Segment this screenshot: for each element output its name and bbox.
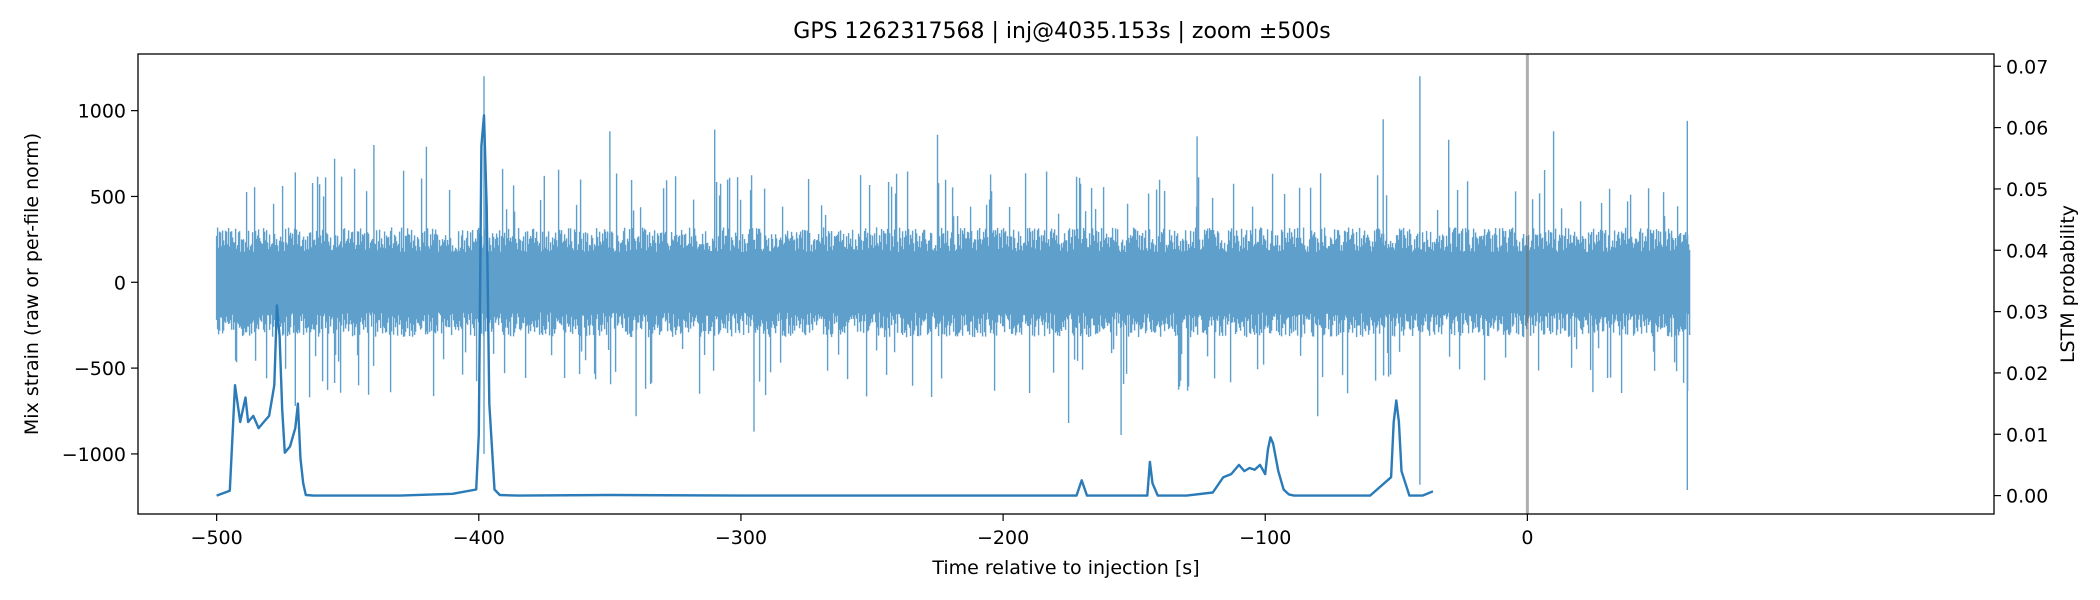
lstm-probability-series [216, 114, 1434, 497]
probability-line [216, 114, 1434, 497]
x-tick-label: −100 [1239, 527, 1291, 549]
plot-frame [137, 53, 1995, 515]
y-right-tick-label: 0.04 [2006, 240, 2048, 262]
y-axis-right-label: LSTM probability [2057, 205, 2079, 363]
strain-line [215, 76, 1691, 490]
y-right-tick-label: 0.02 [2006, 363, 2048, 385]
y-right-tick-label: 0.00 [2006, 486, 2048, 508]
y-right-tick-label: 0.05 [2006, 179, 2048, 201]
y-left-tick-label: −500 [74, 358, 126, 380]
chart-title: GPS 1262317568 | inj@4035.153s | zoom ±5… [793, 19, 1330, 44]
strain-series [215, 76, 1691, 490]
x-axis-label: Time relative to injection [s] [931, 557, 1199, 579]
x-tick-label: 0 [1521, 527, 1533, 549]
y-left-tick-label: −1000 [62, 444, 126, 466]
y-right-tick-label: 0.01 [2006, 424, 2048, 446]
y-left-tick-label: 0 [114, 272, 126, 294]
x-tick-label: −200 [977, 527, 1029, 549]
x-tick-label: −300 [715, 527, 767, 549]
y-right-tick-label: 0.06 [2006, 118, 2048, 140]
y-axis-left-label: Mix strain (raw or per-file norm) [21, 133, 43, 435]
x-tick-label: −500 [191, 527, 243, 549]
plot-area [137, 53, 1995, 515]
y-left-tick-label: 1000 [78, 101, 126, 123]
y-right-tick-label: 0.07 [2006, 56, 2048, 78]
x-tick-label: −400 [453, 527, 505, 549]
y-axis-right: 0.00 0.01 0.02 0.03 0.04 0.05 0.06 0.07 [1994, 56, 2048, 508]
y-axis-left: 1000 500 0 −500 −1000 [62, 101, 138, 466]
x-axis: −500 −400 −300 −200 −100 0 [191, 514, 1533, 549]
y-left-tick-label: 500 [90, 186, 126, 208]
y-right-tick-label: 0.03 [2006, 302, 2048, 324]
